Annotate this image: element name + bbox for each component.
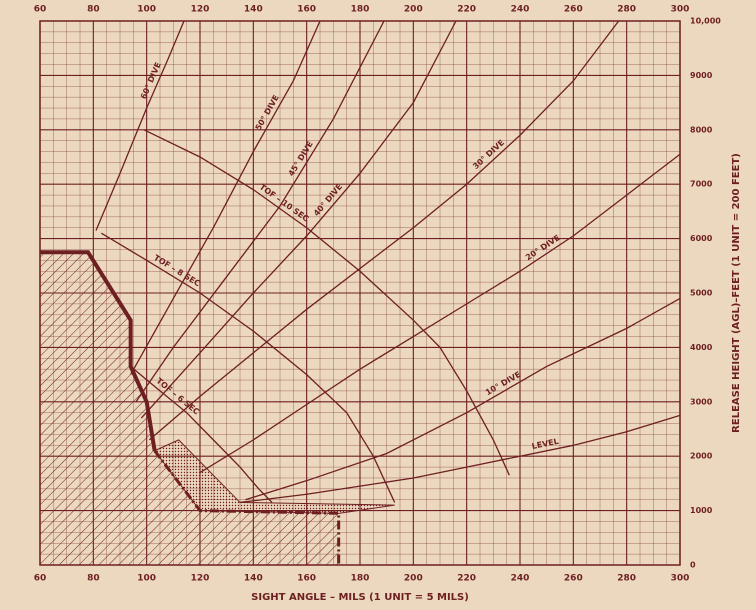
y-tick-label: 10,000: [690, 17, 721, 26]
x-tick-label: 100: [137, 5, 156, 15]
x-tick-label: 180: [351, 574, 370, 584]
x-tick-label: 220: [457, 5, 476, 15]
x-axis-label: SIGHT ANGLE – MILS (1 UNIT = 5 MILS): [251, 592, 469, 603]
x-tick-label: 60: [34, 574, 47, 584]
x-tick-label: 240: [511, 574, 530, 584]
y-tick-label: 0: [690, 561, 696, 570]
y-tick-label: 5000: [690, 289, 713, 298]
x-tick-label: 180: [351, 5, 370, 15]
x-tick-label: 200: [404, 5, 423, 15]
curve: [143, 129, 510, 476]
y-tick-label: 9000: [690, 71, 713, 80]
curve: [130, 20, 321, 375]
boundary-line: [153, 449, 341, 565]
curve: [148, 20, 620, 441]
x-tick-label: 200: [404, 574, 423, 584]
curve: [100, 232, 396, 503]
x-tick-label: 100: [137, 574, 156, 584]
x-tick-label: 160: [297, 5, 316, 15]
x-tick-label: 140: [244, 574, 263, 584]
curve: [95, 20, 185, 231]
curve: [130, 365, 273, 503]
y-tick-label: 8000: [690, 125, 713, 134]
x-tick-label: 240: [511, 5, 530, 15]
x-tick-label: 60: [34, 5, 47, 15]
y-axis-label: RELEASE HEIGHT (AGL)–FEET (1 UNIT = 200 …: [731, 153, 742, 433]
curve: [135, 20, 385, 403]
x-tick-label: 80: [87, 574, 100, 584]
y-tick-label: 1000: [690, 506, 713, 515]
y-tick-label: 2000: [690, 452, 713, 461]
x-tick-label: 120: [191, 5, 210, 15]
boundary-line: [40, 250, 157, 452]
y-tick-label: 7000: [690, 180, 713, 189]
x-tick-label: 260: [564, 5, 583, 15]
x-tick-label: 220: [457, 574, 476, 584]
curve: [245, 297, 681, 501]
x-tick-label: 280: [617, 574, 636, 584]
y-tick-label: 4000: [690, 343, 713, 352]
hatched-area: [40, 252, 339, 565]
y-tick-label: 6000: [690, 234, 713, 243]
curve: [140, 20, 457, 419]
y-tick-label: 3000: [690, 397, 713, 406]
x-tick-label: 160: [297, 574, 316, 584]
curve: [199, 153, 681, 474]
x-tick-label: 260: [564, 574, 583, 584]
x-tick-label: 80: [87, 5, 100, 15]
x-tick-label: 280: [617, 5, 636, 15]
curve: [239, 414, 681, 504]
x-tick-label: 120: [191, 574, 210, 584]
x-tick-label: 300: [671, 5, 690, 15]
x-tick-label: 300: [671, 574, 690, 584]
x-tick-label: 140: [244, 5, 263, 15]
